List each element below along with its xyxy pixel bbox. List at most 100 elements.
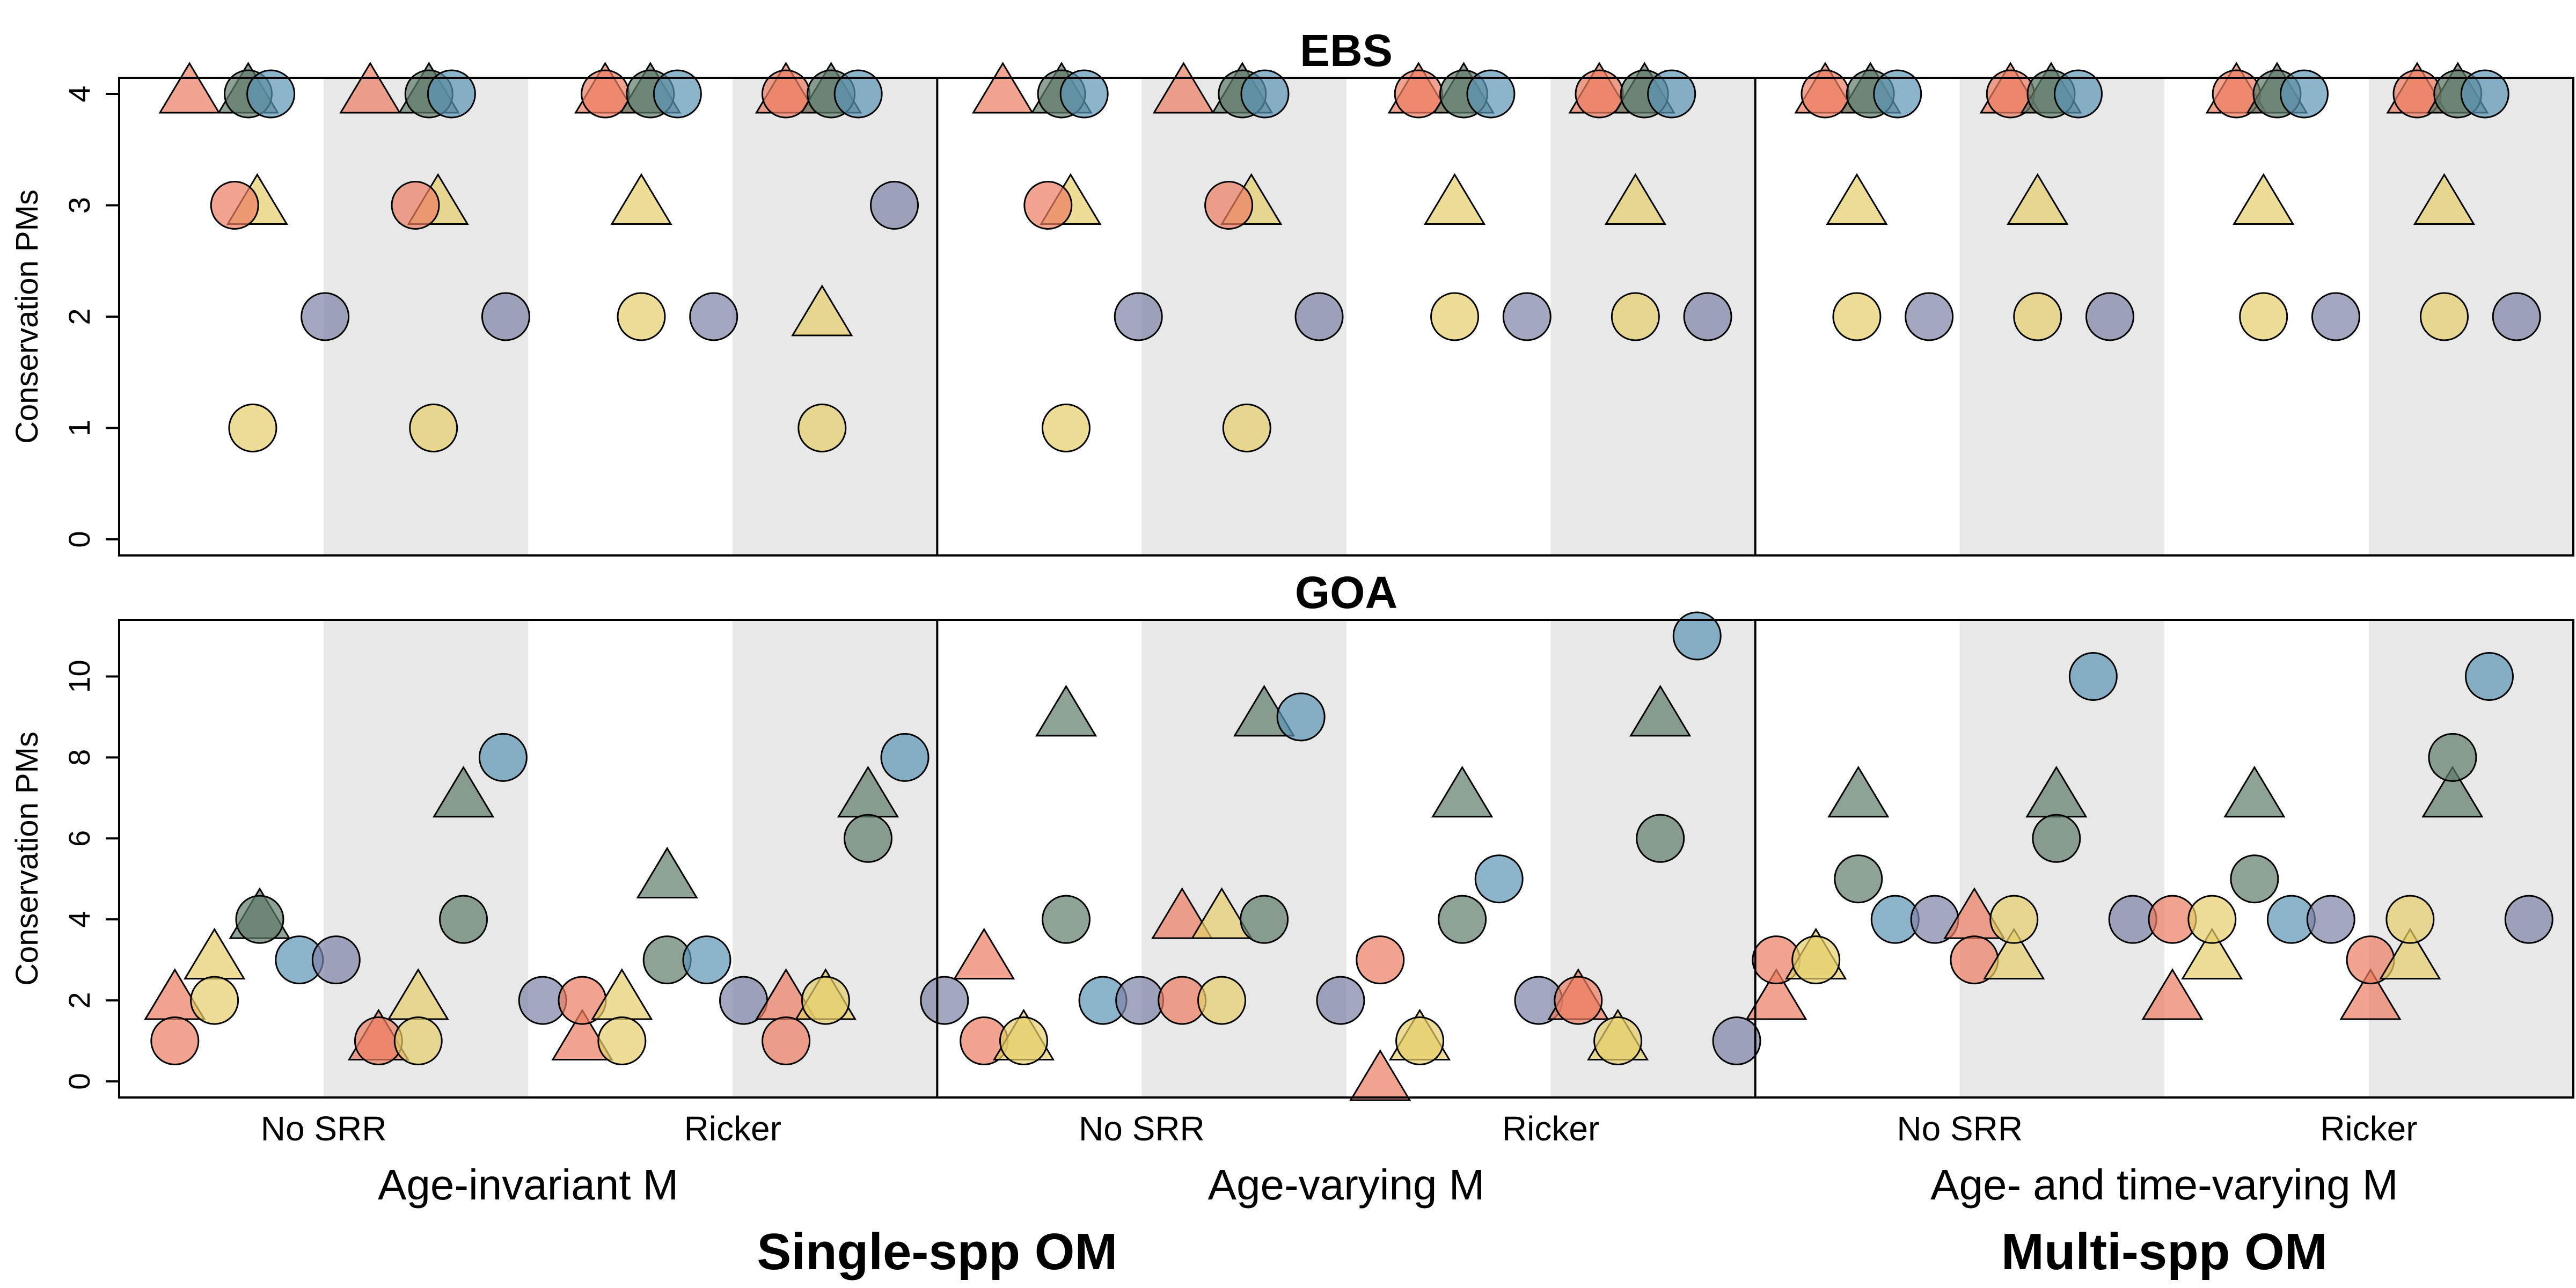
data-point-circle [391, 181, 440, 230]
data-point-circle [190, 976, 239, 1025]
data-point-circle [2504, 895, 2553, 944]
data-point-circle [1114, 292, 1163, 341]
data-point-circle [1222, 404, 1271, 452]
data-point-circle [210, 181, 259, 230]
data-point-circle [478, 733, 528, 782]
data-point-triangle [791, 284, 853, 336]
data-point-circle [1905, 292, 1954, 341]
data-point-circle [2230, 854, 2279, 904]
data-point-triangle [551, 1008, 613, 1061]
data-point-circle [880, 733, 930, 782]
data-point-circle [870, 181, 919, 230]
data-point-triangle [2413, 173, 2476, 225]
y-tick-label: 6 [62, 830, 96, 847]
data-point-circle [1023, 181, 1073, 230]
data-point-circle [2032, 814, 2081, 863]
y-tick-label: 4 [62, 911, 96, 928]
shaded-band [733, 620, 938, 1097]
data-point-triangle [1431, 765, 1494, 818]
data-point-triangle [339, 62, 401, 114]
data-point-circle [439, 895, 488, 944]
data-point-triangle [1152, 62, 1215, 114]
data-point-circle [1316, 976, 1365, 1025]
data-point-circle [1989, 895, 2039, 944]
data-point-circle [689, 292, 738, 341]
data-point-circle [597, 1016, 647, 1066]
data-point-triangle [1826, 173, 1888, 225]
data-point-circle [1554, 976, 1603, 1025]
data-point-circle [1647, 69, 1696, 119]
y-tick-label: 3 [62, 197, 96, 214]
y-axis-label: Conservation PMs [10, 189, 45, 444]
x-group-label: Age-varying M [1208, 1161, 1485, 1209]
panel-layer [106, 62, 2574, 1101]
data-point-circle [2068, 652, 2118, 701]
data-point-triangle [2379, 927, 2441, 980]
x-category-label: No SRR [1079, 1109, 1205, 1148]
data-point-circle [999, 1016, 1048, 1066]
data-point-triangle [1604, 173, 1667, 225]
x-group-label: Age- and time-varying M [1930, 1161, 2398, 1209]
data-point-triangle [1035, 684, 1097, 737]
data-point-circle [393, 1016, 443, 1066]
data-point-circle [1059, 69, 1109, 119]
data-point-circle [1611, 292, 1660, 341]
data-point-circle [150, 1016, 200, 1066]
data-point-circle [2464, 652, 2514, 701]
data-point-circle [682, 935, 731, 985]
data-point-circle [311, 935, 361, 985]
data-point-circle [2013, 292, 2062, 341]
y-tick-label: 0 [62, 531, 96, 547]
data-point-circle [1042, 895, 1091, 944]
data-point-circle [2054, 69, 2103, 119]
shaded-band [2368, 620, 2573, 1097]
data-point-circle [2428, 733, 2477, 782]
data-point-circle [797, 404, 847, 452]
data-point-circle [228, 404, 277, 452]
data-point-triangle [1423, 173, 1486, 225]
data-point-circle [1240, 895, 1289, 944]
x-category-label: Ricker [684, 1109, 781, 1148]
panel-title: EBS [1300, 25, 1393, 76]
panel-frame [118, 619, 2574, 1099]
data-point-circle [1041, 404, 1091, 452]
data-point-circle [1466, 69, 1516, 119]
y-tick-label: 2 [62, 308, 96, 325]
data-point-triangle [1151, 887, 1213, 939]
data-point-circle [235, 895, 284, 944]
data-point-circle [2279, 69, 2329, 119]
data-point-triangle [158, 62, 221, 114]
data-point-triangle [1827, 765, 1890, 818]
data-point-triangle [1629, 684, 1692, 737]
data-point-circle [2460, 69, 2509, 119]
data-point-circle [2385, 895, 2435, 944]
shaded-band [1141, 620, 1346, 1097]
data-point-triangle [1349, 1049, 1411, 1101]
data-point-circle [1672, 611, 1722, 661]
y-tick-label: 2 [62, 992, 96, 1009]
data-point-circle [1791, 935, 1841, 985]
data-point-circle [2420, 292, 2469, 341]
data-point-circle [2492, 292, 2541, 341]
data-point-triangle [2223, 765, 2286, 818]
om-label-single: Single-spp OM [757, 1223, 1117, 1280]
data-point-circle [1240, 69, 1290, 119]
data-point-circle [2306, 895, 2355, 944]
data-point-triangle [2181, 927, 2243, 980]
data-point-triangle [971, 62, 1034, 114]
data-point-triangle [2141, 968, 2204, 1020]
y-tick-label: 1 [62, 420, 96, 436]
y-tick-label: 4 [62, 85, 96, 102]
x-category-label: No SRR [1897, 1109, 2023, 1148]
x-category-label: Ricker [2320, 1109, 2417, 1148]
data-point-circle [1593, 1016, 1643, 1066]
data-point-circle [1832, 292, 1882, 341]
data-point-circle [1276, 692, 1326, 742]
data-point-circle [427, 69, 476, 119]
data-point-circle [409, 404, 458, 452]
data-point-circle [920, 976, 969, 1025]
x-group-label: Age-invariant M [378, 1161, 678, 1209]
data-point-circle [653, 69, 702, 119]
data-point-circle [617, 292, 666, 341]
data-point-triangle [2233, 173, 2295, 225]
